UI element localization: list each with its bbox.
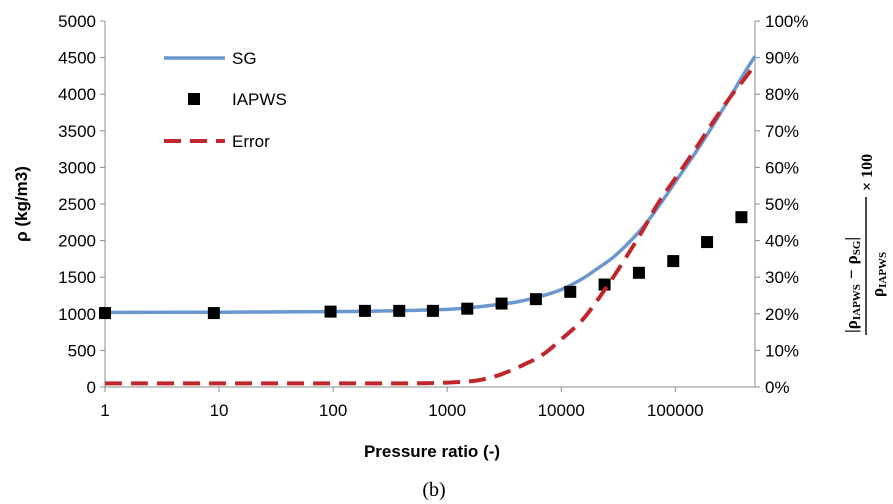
y-tick-label: 3500 xyxy=(58,122,96,141)
y-tick-label: 2500 xyxy=(58,195,96,214)
series-iapws-marker xyxy=(426,304,439,317)
series-iapws-marker xyxy=(324,305,337,318)
y2-tick-label: 50% xyxy=(765,195,799,214)
series-iapws-marker xyxy=(701,236,714,249)
y-tick-label: 2000 xyxy=(58,232,96,251)
y2-num-rho-left: ρ xyxy=(842,320,861,329)
y2-tick-label: 70% xyxy=(765,122,799,141)
series-iapws-marker xyxy=(735,211,748,224)
x-tick-label: 1 xyxy=(100,401,109,420)
y2-axis-title: |ρIAPWS−ρSG| ρIAPWS × 100 xyxy=(842,154,889,335)
y2-denominator: ρIAPWS xyxy=(868,252,889,297)
y2-tick-label: 30% xyxy=(765,268,799,287)
y2-tick-label: 60% xyxy=(765,158,799,177)
y2-suffix: × 100 xyxy=(859,154,876,191)
legend-label-sg: SG xyxy=(232,49,257,68)
series-iapws-marker xyxy=(461,302,474,315)
series-iapws-marker xyxy=(598,278,611,291)
y-tick-label: 1500 xyxy=(58,268,96,287)
y2-tick-label: 90% xyxy=(765,49,799,68)
y2-num-bar-end: | xyxy=(842,237,861,241)
y-tick-label: 500 xyxy=(68,341,96,360)
x-tick-label: 1000 xyxy=(428,401,466,420)
y-tick-label: 5000 xyxy=(58,12,96,31)
series-iapws-marker xyxy=(529,293,542,306)
y2-numerator: |ρIAPWS−ρSG| xyxy=(842,237,863,333)
legend-swatch-iapws xyxy=(188,93,200,105)
legend-label-error: Error xyxy=(232,132,270,151)
y2-tick-label: 10% xyxy=(765,341,799,360)
series-iapws-marker xyxy=(667,255,680,268)
y2-num-minus: − xyxy=(842,269,861,279)
y2-den-sub: IAPWS xyxy=(877,252,889,288)
series-iapws-marker xyxy=(564,285,577,298)
series-iapws-marker xyxy=(207,307,220,320)
y2-num-bar: | xyxy=(842,329,861,333)
x-tick-label: 10000 xyxy=(538,401,585,420)
y-tick-label: 4000 xyxy=(58,85,96,104)
figure-caption: (b) xyxy=(422,479,445,501)
x-tick-label: 100000 xyxy=(647,401,704,420)
y2-tick-label: 100% xyxy=(765,12,808,31)
plot-area xyxy=(105,21,755,387)
legend-label-iapws: IAPWS xyxy=(232,90,287,109)
y-axis-title: ρ (kg/m3) xyxy=(12,166,31,242)
axes: 0 500 1000 1500 2000 2500 3000 3500 4000 4500 5000… xyxy=(58,12,808,420)
series-iapws-marker xyxy=(495,297,508,310)
x-tick-label: 10 xyxy=(210,401,229,420)
legend: SG IAPWS Error xyxy=(164,49,287,151)
series-iapws-marker xyxy=(358,304,371,317)
y2-num-sub-left: IAPWS xyxy=(851,284,863,320)
series-group xyxy=(99,55,757,386)
series-error-line xyxy=(105,63,757,386)
series-iapws-marker xyxy=(393,304,406,317)
y-tick-label: 0 xyxy=(87,378,96,397)
y2-tick-label: 0% xyxy=(765,378,790,397)
y2-tick-label: 40% xyxy=(765,232,799,251)
series-sg-line xyxy=(104,55,757,315)
y2-tick-label: 20% xyxy=(765,305,799,324)
y2-num-rho-right: ρ xyxy=(842,255,861,264)
y-tick-label: 1000 xyxy=(58,305,96,324)
x-tick-label: 100 xyxy=(319,401,347,420)
y2-tick-label: 80% xyxy=(765,85,799,104)
x-axis-title: Pressure ratio (-) xyxy=(364,442,500,461)
y-tick-label: 3000 xyxy=(58,158,96,177)
y-tick-label: 4500 xyxy=(58,49,96,68)
series-iapws-marker xyxy=(99,307,111,320)
series-iapws-marker xyxy=(632,266,645,279)
y2-den-rho: ρ xyxy=(868,288,887,297)
y2-num-sub-right: SG xyxy=(851,240,863,255)
